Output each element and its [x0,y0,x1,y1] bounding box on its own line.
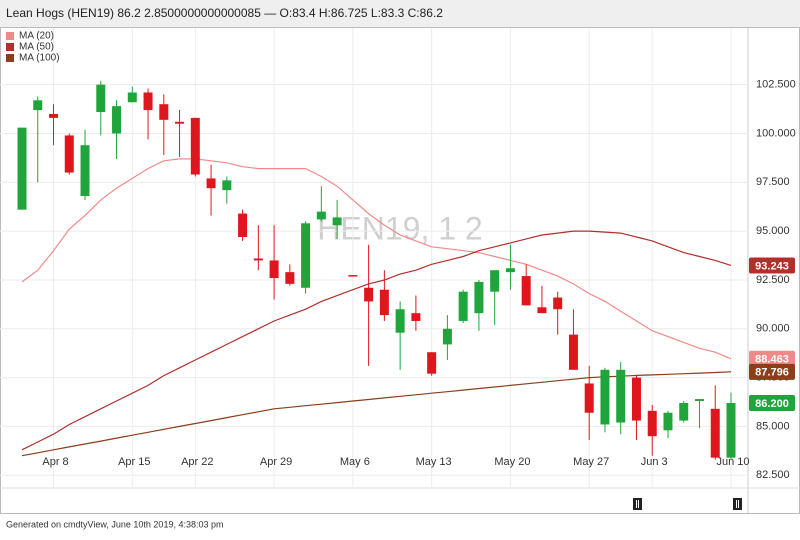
candle-body [238,213,248,237]
candle-body [568,334,578,370]
candle-body [584,383,594,413]
candle-body [33,100,43,111]
candle-body [112,106,122,134]
price-tag [749,257,795,274]
y-tick-label: 95.000 [756,225,790,237]
candle-body [190,117,200,175]
legend-label: MA (50) [19,42,54,53]
plot-frame [0,27,800,514]
price-tag-label: 93.243 [755,260,789,272]
candle-body [269,260,279,279]
x-tick-label: May 13 [416,456,452,468]
candle-body [253,258,263,261]
candle-body [600,369,610,425]
candle-body [127,92,137,103]
candle-body [96,84,106,113]
x-tick-label: May 27 [573,456,609,468]
price-tag-label: 87.796 [755,367,789,379]
candle-body [553,297,563,310]
x-tick-label: May 20 [494,456,530,468]
y-tick-label: 90.000 [756,323,790,335]
legend-swatch [6,43,14,51]
x-tick-label: Apr 8 [42,456,68,468]
price-tag [749,350,795,367]
legend-label: MA (20) [19,31,54,42]
x-tick-label: Jun 3 [641,456,668,468]
candle-body [663,412,673,431]
footer: Generated on cmdtyView, June 10th 2019, … [6,519,223,529]
legend-label: MA (100) [19,53,60,64]
candle-body [222,180,232,191]
y-tick-label: 102.500 [756,79,796,91]
marker-icon [733,498,742,510]
candle-body [395,309,405,333]
x-tick-label: Jun 10 [716,456,749,468]
candle-body [474,281,484,314]
y-tick-label: 82.500 [756,469,790,481]
chart-title: Lean Hogs (HEN19) 86.2 2.850000000000008… [6,6,443,20]
y-tick-label: 85.000 [756,420,790,432]
x-tick-label: May 6 [340,456,370,468]
title-bar [0,0,800,27]
price-tag [749,394,795,411]
candle-body [616,369,626,423]
candle-body [427,352,437,374]
candle-body [17,127,27,210]
candle-body [49,113,59,118]
candle-body [726,402,736,458]
ma-line [21,158,732,360]
candle-body [694,399,704,402]
x-tick-label: Apr 15 [118,456,150,468]
candle-body [521,276,531,306]
candle-body [379,289,389,316]
watermark: HEN19, 1 2 [317,210,482,246]
candle-body [442,328,452,345]
ma-line [21,230,732,451]
candle-body [285,272,295,284]
candle-body [143,92,153,111]
candle-body [490,270,500,292]
candle-body [537,307,547,314]
candle-body [364,287,374,302]
candle-body [206,178,216,189]
x-tick-label: Apr 22 [181,456,213,468]
y-tick-label: 97.500 [756,176,790,188]
marker-icon [633,498,642,510]
candle-body [80,145,90,196]
legend-swatch [6,32,14,40]
x-tick-label: Apr 29 [260,456,292,468]
candle-body [679,402,689,421]
y-tick-label: 100.000 [756,127,796,139]
candle-body [458,291,468,321]
price-tag [749,363,795,380]
candle-body [348,275,358,277]
candle-body [411,313,421,321]
candle-body [647,410,657,437]
candle-body [710,408,720,458]
y-tick-label: 92.500 [756,274,790,286]
price-tag-label: 88.463 [755,354,789,366]
legend-swatch [6,54,14,62]
candle-body [64,135,74,173]
candle-body [505,268,515,273]
candle-body [332,217,342,226]
candle-body [159,104,169,120]
candle-body [301,223,311,288]
price-tag-label: 86.200 [755,398,789,410]
ma-line [21,371,732,457]
candle-body [316,211,326,220]
candle-body [631,377,641,421]
candle-body [175,121,185,124]
